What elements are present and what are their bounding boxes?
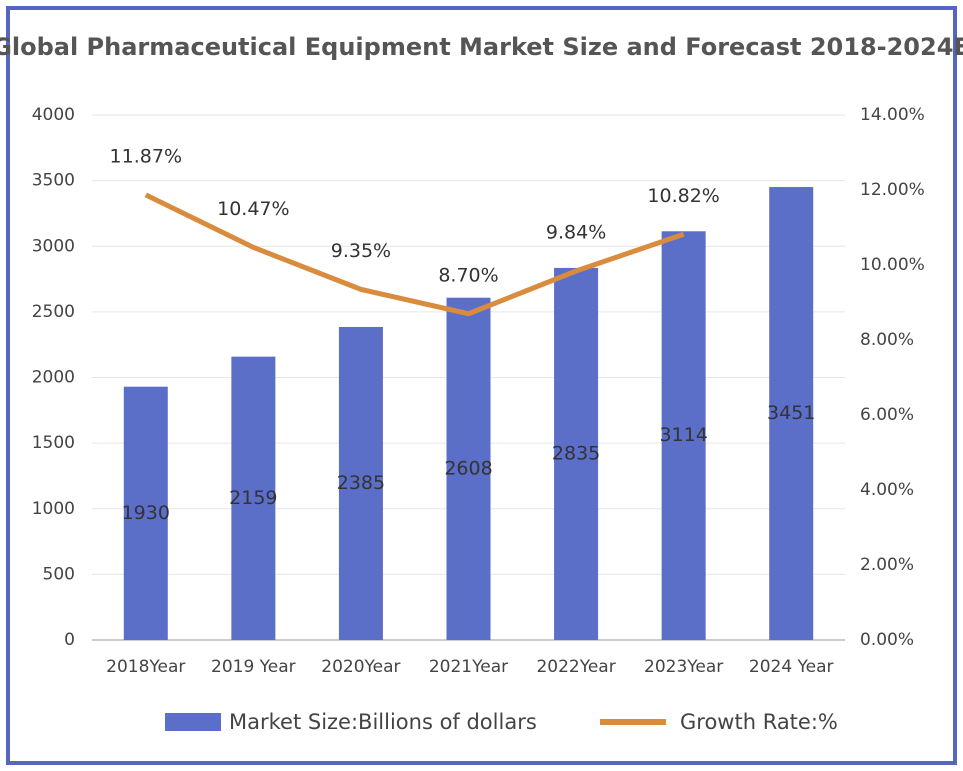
bar bbox=[338, 326, 383, 640]
data-label: 9.35% bbox=[331, 240, 391, 262]
data-label: 11.87% bbox=[110, 145, 182, 167]
x-tick-label: 2022Year bbox=[536, 657, 615, 677]
bar bbox=[446, 297, 491, 640]
y2-tick-label: 14.00% bbox=[860, 105, 925, 125]
line bbox=[144, 192, 685, 317]
y2-tick-label: 0.00% bbox=[860, 630, 914, 650]
y2-tick-label: 10.00% bbox=[860, 255, 925, 275]
y-tick-label: 2500 bbox=[32, 302, 75, 322]
bar bbox=[769, 187, 814, 640]
data-label: 10.47% bbox=[217, 198, 289, 220]
bar bbox=[123, 386, 168, 640]
x-tick-label: 2024 Year bbox=[749, 657, 834, 677]
data-label: 3451 bbox=[767, 402, 815, 424]
y-tick-label: 3500 bbox=[32, 171, 75, 191]
y2-tick-label: 4.00% bbox=[860, 480, 914, 500]
y-tick-label: 3000 bbox=[32, 236, 75, 256]
y2-tick-label: 12.00% bbox=[860, 180, 925, 200]
y-tick-label: 0 bbox=[64, 630, 75, 650]
data-label: 10.82% bbox=[647, 185, 719, 207]
y2-tick-label: 8.00% bbox=[860, 330, 914, 350]
y-tick-label: 500 bbox=[43, 564, 75, 584]
y-tick-label: 1500 bbox=[32, 433, 75, 453]
data-label: 1930 bbox=[122, 502, 170, 524]
x-tick-label: 2019 Year bbox=[211, 657, 296, 677]
data-label: 3114 bbox=[659, 424, 707, 446]
y2-tick-label: 6.00% bbox=[860, 405, 914, 425]
data-label: 2159 bbox=[229, 487, 277, 509]
y-tick-label: 2000 bbox=[32, 368, 75, 388]
x-tick-label: 2018Year bbox=[106, 657, 185, 677]
data-label: 2608 bbox=[444, 457, 492, 479]
data-label: 8.70% bbox=[438, 264, 498, 286]
x-tick-label: 2023Year bbox=[644, 657, 723, 677]
x-tick-label: 2020Year bbox=[321, 657, 400, 677]
bar bbox=[661, 231, 706, 640]
y2-tick-label: 2.00% bbox=[860, 555, 914, 575]
bar bbox=[554, 267, 599, 640]
bar bbox=[231, 356, 276, 640]
legend-label: Growth Rate:% bbox=[680, 710, 838, 734]
chart-title: Global Pharmaceutical Equipment Market S… bbox=[0, 33, 963, 61]
data-label: 9.84% bbox=[546, 222, 606, 244]
legend-swatch bbox=[165, 713, 221, 731]
y-tick-label: 4000 bbox=[32, 105, 75, 125]
data-label: 2385 bbox=[337, 472, 385, 494]
x-tick-label: 2021Year bbox=[429, 657, 508, 677]
data-label: 2835 bbox=[552, 442, 600, 464]
y-tick-label: 1000 bbox=[32, 499, 75, 519]
legend-label: Market Size:Billions of dollars bbox=[229, 710, 537, 734]
